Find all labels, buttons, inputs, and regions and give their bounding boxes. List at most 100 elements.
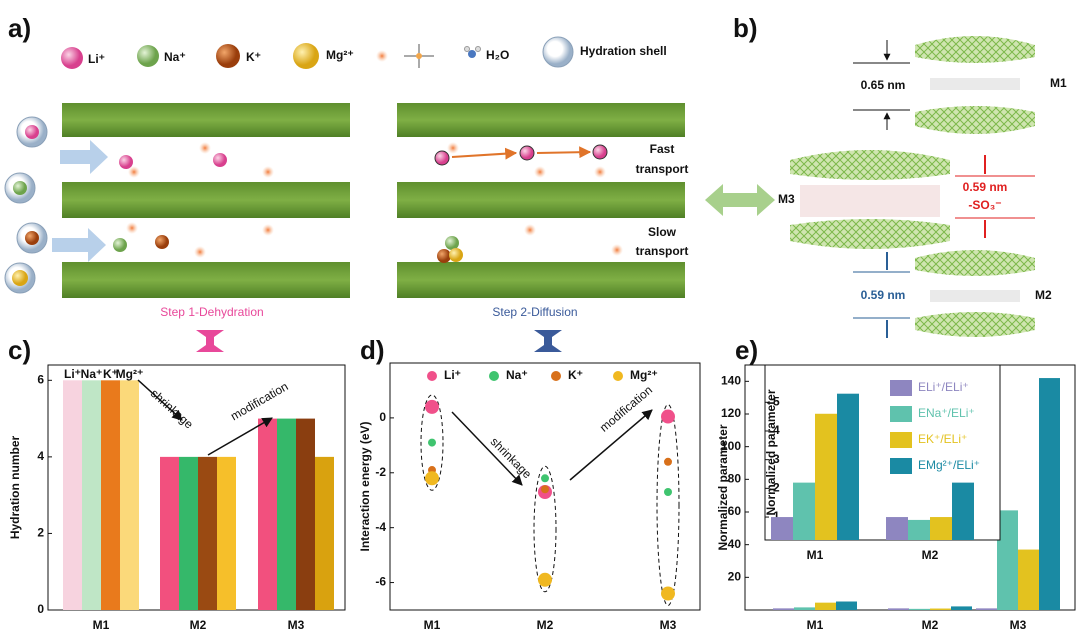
- x-tick-label: M3: [288, 618, 305, 632]
- group-label: -SO₃⁻: [968, 198, 1001, 212]
- group-outline: [656, 404, 680, 607]
- y-tick-label: 2: [37, 526, 44, 540]
- bar: [160, 456, 179, 610]
- y-tick-label: 80: [728, 472, 742, 486]
- shell-icon: [542, 36, 574, 68]
- annotation: modification: [228, 379, 290, 423]
- spacing-markers: [853, 40, 1035, 338]
- panel-b: b) 0.65 nm M1 0.59 nm -SO₃⁻ M3 0.59 nm M…: [705, 13, 1067, 338]
- panel-label: d): [360, 335, 385, 365]
- spacing-label: 0.59 nm: [861, 288, 906, 302]
- bar: [315, 456, 334, 610]
- annotation: transport: [636, 162, 689, 176]
- bar: [101, 380, 120, 610]
- bar: [886, 517, 908, 540]
- annotation-arrow: [207, 417, 273, 456]
- legend-swatch: [890, 380, 912, 396]
- x-tick-label: M1: [93, 618, 110, 632]
- bar: [296, 418, 315, 610]
- group-outline: [533, 465, 557, 593]
- y-tick-label: 3: [773, 452, 780, 466]
- sulfonate-icon: [376, 50, 388, 62]
- x-tick-label: M1: [807, 548, 824, 562]
- y-tick-label: 5: [773, 394, 780, 408]
- point: [664, 457, 672, 466]
- legend-marker: [613, 371, 623, 381]
- bar: [930, 608, 951, 610]
- y-axis-label: Interaction energy (eV): [358, 421, 372, 551]
- y-tick-label: 140: [721, 374, 741, 388]
- slabs: [62, 103, 685, 298]
- legend-swatch: [890, 406, 912, 422]
- point: [538, 572, 552, 587]
- layer-structures: [790, 36, 1035, 337]
- x-tick-label: M2: [537, 618, 554, 632]
- double-arrow: [534, 330, 562, 352]
- channel-particles: [113, 142, 623, 263]
- legend-label: Na⁺: [81, 367, 103, 381]
- bar: [997, 510, 1018, 610]
- legend-label: EK⁺/ELi⁺: [918, 432, 967, 446]
- y-tick-label: 4: [37, 449, 44, 463]
- y-tick-label: 4: [773, 423, 780, 437]
- k-icon: [216, 44, 240, 68]
- bar: [909, 608, 930, 610]
- legend-label: EMg²⁺/ELi⁺: [918, 458, 980, 472]
- y-axis-label: Normalized parameter: [764, 389, 778, 515]
- panel-label: c): [8, 335, 31, 365]
- legend-swatch: [890, 458, 912, 474]
- y-tick-label: -4: [375, 520, 386, 534]
- bar: [179, 456, 198, 610]
- layer-name: M3: [778, 192, 795, 206]
- bar: [773, 608, 794, 610]
- legend-label: Na⁺: [506, 368, 528, 382]
- y-tick-label: 1: [773, 509, 780, 523]
- bar: [793, 482, 815, 540]
- bar: [217, 456, 236, 610]
- bar: [951, 606, 972, 610]
- annotation-arrow: [451, 411, 523, 486]
- legend-marker: [551, 371, 561, 381]
- point: [664, 487, 672, 496]
- legend-label: Li⁺: [444, 368, 461, 382]
- y-tick-label: 6: [37, 372, 44, 386]
- bar: [1039, 378, 1060, 610]
- group-outline: [420, 394, 444, 491]
- legend-label: Li⁺: [88, 52, 105, 66]
- point: [661, 409, 675, 424]
- y-tick-label: 40: [728, 537, 742, 551]
- bar: [120, 380, 139, 610]
- panel-a: a) Li⁺ Na⁺ K⁺ Mg²⁺ H₂O Hydration shell F…: [4, 13, 689, 352]
- x-tick-label: M2: [922, 618, 939, 632]
- legend-label: K⁺: [568, 368, 583, 382]
- spacing-label: 0.59 nm: [963, 180, 1008, 194]
- legend-label: Mg²⁺: [116, 367, 144, 381]
- legend-label: Mg²⁺: [630, 368, 658, 382]
- y-axis-label: Normalized parameter: [716, 424, 730, 550]
- bar: [794, 607, 815, 610]
- legend-label: ENa⁺/ELi⁺: [918, 406, 975, 420]
- legend-label: Mg²⁺: [326, 48, 354, 62]
- x-tick-label: M2: [922, 548, 939, 562]
- spacing-label: 0.65 nm: [861, 78, 906, 92]
- axes-frame: [389, 362, 701, 611]
- legend-label: K⁺: [103, 367, 118, 381]
- point: [541, 474, 549, 483]
- bar: [198, 456, 217, 610]
- bar: [976, 608, 997, 610]
- legend-marker: [427, 371, 437, 381]
- legend-label: Li⁺: [64, 367, 81, 381]
- y-tick-label: 100: [721, 439, 741, 453]
- legend-label: ELi⁺/ELi⁺: [918, 380, 969, 394]
- water-icon: [464, 46, 481, 58]
- double-arrow: [196, 330, 224, 352]
- li-icon: [61, 47, 83, 69]
- annotation: transport: [636, 244, 689, 258]
- panel-label: b): [733, 13, 758, 43]
- legend-label: H₂O: [486, 48, 509, 62]
- bar: [82, 380, 101, 610]
- bar: [63, 380, 82, 610]
- annotation: modification: [597, 383, 655, 435]
